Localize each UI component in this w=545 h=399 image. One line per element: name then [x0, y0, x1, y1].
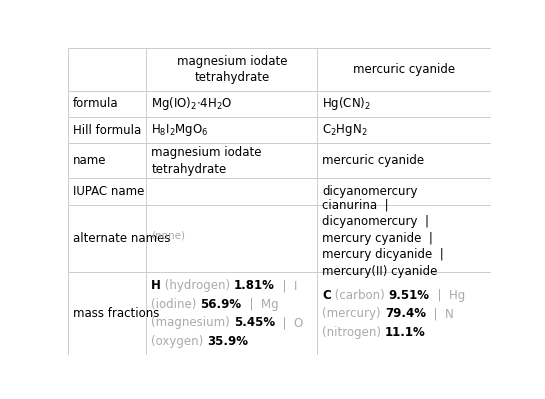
Text: Hg(CN)$_2$: Hg(CN)$_2$	[323, 95, 371, 113]
Text: (iodine): (iodine)	[152, 298, 201, 311]
Text: 35.9%: 35.9%	[207, 335, 249, 348]
Text: H$_8$I$_2$MgO$_6$: H$_8$I$_2$MgO$_6$	[152, 122, 209, 138]
Text: 9.51%: 9.51%	[389, 289, 429, 302]
Text: C: C	[323, 289, 331, 302]
Text: dicyanomercury: dicyanomercury	[323, 185, 418, 198]
Text: (magnesium): (magnesium)	[152, 316, 234, 329]
Text: |  O: | O	[275, 316, 303, 329]
Text: C$_2$HgN$_2$: C$_2$HgN$_2$	[323, 122, 368, 138]
Text: (mercury): (mercury)	[323, 307, 385, 320]
Text: mercuric cyanide: mercuric cyanide	[323, 154, 425, 167]
Text: mass fractions: mass fractions	[73, 307, 160, 320]
Text: H: H	[152, 279, 161, 292]
Text: Hill formula: Hill formula	[73, 124, 142, 136]
Text: |  Mg: | Mg	[241, 298, 278, 311]
Text: magnesium iodate
tetrahydrate: magnesium iodate tetrahydrate	[177, 55, 287, 84]
Text: |  N: | N	[426, 307, 453, 320]
Text: (oxygen): (oxygen)	[152, 335, 207, 348]
Text: (nitrogen): (nitrogen)	[323, 326, 385, 339]
Text: (hydrogen): (hydrogen)	[161, 279, 234, 292]
Text: (none): (none)	[152, 230, 185, 240]
Text: (carbon): (carbon)	[331, 289, 389, 302]
Text: 11.1%: 11.1%	[385, 326, 426, 339]
Text: name: name	[73, 154, 107, 167]
Text: 79.4%: 79.4%	[385, 307, 426, 320]
Text: formula: formula	[73, 97, 119, 111]
Text: 56.9%: 56.9%	[201, 298, 241, 311]
Text: cianurina  |
dicyanomercury  |
mercury cyanide  |
mercury dicyanide  |
mercury(I: cianurina | dicyanomercury | mercury cya…	[323, 199, 444, 278]
Text: |  I: | I	[275, 279, 298, 292]
Text: magnesium iodate
tetrahydrate: magnesium iodate tetrahydrate	[152, 146, 262, 176]
Text: alternate names: alternate names	[73, 232, 171, 245]
Text: mercuric cyanide: mercuric cyanide	[353, 63, 455, 76]
Text: IUPAC name: IUPAC name	[73, 185, 144, 198]
Text: 1.81%: 1.81%	[234, 279, 275, 292]
Text: |  Hg: | Hg	[429, 289, 465, 302]
Text: Mg(IO)$_2$$\cdot$4H$_2$O: Mg(IO)$_2$$\cdot$4H$_2$O	[152, 95, 233, 113]
Text: 5.45%: 5.45%	[234, 316, 275, 329]
